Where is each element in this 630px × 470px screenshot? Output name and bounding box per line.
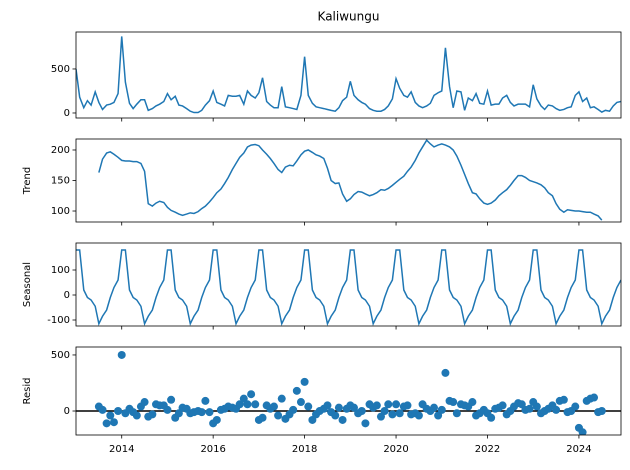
resid-point [114,407,123,416]
series-line [98,139,603,221]
resid-point [258,413,267,422]
resid-point [552,405,561,414]
resid-point [292,386,301,395]
x-tick-label: 2020 [383,444,408,455]
resid-point [109,418,118,427]
resid-point [167,395,176,404]
resid-point [331,411,340,420]
resid-point [163,405,172,414]
axes-frame [75,31,622,119]
resid-point [384,400,393,409]
resid-point [361,419,370,428]
chart-title: Kaliwungu [318,10,380,24]
resid-point [392,400,401,409]
x-tick-label: 2018 [292,444,317,455]
axes-frame [75,346,622,436]
resid-point [140,398,149,407]
axes-frame [75,138,622,223]
resid-point [323,401,332,410]
resid-point [380,407,389,416]
resid-point [274,411,283,420]
resid-point [414,411,423,420]
x-tick-label: 2014 [109,444,134,455]
resid-point [269,402,278,411]
resid-point [205,408,214,417]
resid-point [102,419,111,428]
resid-point [395,409,404,418]
resid-point [197,408,206,417]
resid-point [590,393,599,402]
panel: Resid 0 500 2014 2016 2018 2020 2022 2024 [22,346,622,455]
resid-point [106,411,115,420]
resid-point [289,405,298,414]
resid-point [132,411,141,420]
resid-point [243,400,252,409]
resid-point [468,398,477,407]
resid-point [571,402,580,411]
resid-point [487,413,496,422]
resid-point [300,377,309,386]
resid-point [452,409,461,418]
resid-point [532,402,541,411]
resid-point [559,395,568,404]
resid-point [388,410,397,419]
y-tick-label: 0 [64,406,70,417]
resid-point [578,428,587,435]
axes-frame [75,242,622,327]
resid-point [338,415,347,424]
y-axis-label: Seasonal [22,262,33,307]
resid-point [251,400,260,409]
resid-point [525,404,534,413]
y-tick-label: 500 [51,350,70,361]
resid-point [349,403,358,412]
resid-point [235,400,244,409]
y-axis-label: Resid [22,378,33,405]
y-tick-label: 0 [64,108,70,119]
x-tick-label: 2022 [475,444,500,455]
y-tick-label: 100 [51,206,70,217]
resid-point [441,368,450,377]
resid-point [372,401,381,410]
resid-point [437,405,446,414]
resid-point [98,405,107,414]
resid-point [334,403,343,412]
resid-point [247,390,256,399]
resid-point [296,398,305,407]
resid-point [498,401,507,410]
y-tick-label: 100 [51,265,70,276]
y-tick-label: 200 [51,145,70,156]
resid-point [403,401,412,410]
resid-point [277,394,286,403]
resid-point [117,350,126,359]
resid-point [304,402,313,411]
series-line [76,36,621,114]
y-axis-label: Trend [22,167,33,195]
y-tick-label: 0 [64,290,70,301]
y-tick-label: -100 [47,315,70,326]
resid-point [597,407,606,416]
resid-point [449,398,458,407]
panel: Trend 100 150 200 [22,138,622,226]
panel: Kaliwungu 0 500 [51,10,622,122]
series-line [76,249,621,326]
resid-point [148,410,157,419]
resid-point [429,403,438,412]
resid-point [201,396,210,405]
x-tick-label: 2024 [566,444,591,455]
resid-point [357,407,366,416]
x-tick-label: 2016 [200,444,225,455]
panel: Seasonal -100 0 100 [22,242,622,330]
y-tick-label: 500 [51,64,70,75]
resid-point [212,415,221,424]
y-tick-label: 150 [51,176,70,187]
